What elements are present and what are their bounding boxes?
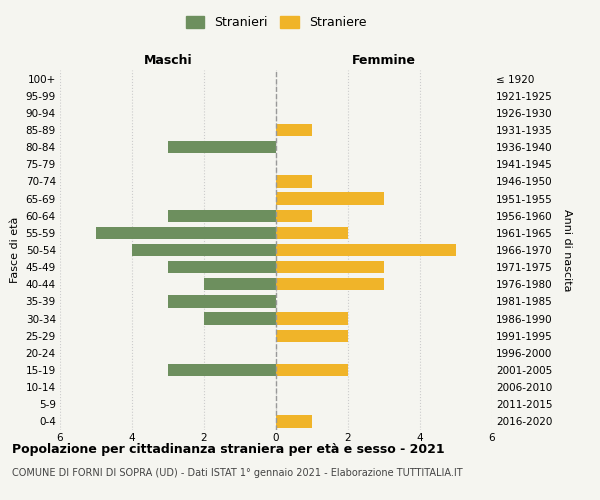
Bar: [96, 226, 276, 239]
Text: Femmine: Femmine: [352, 54, 416, 66]
Legend: Stranieri, Straniere: Stranieri, Straniere: [181, 11, 371, 34]
Bar: [276, 278, 384, 290]
Bar: [276, 312, 348, 324]
Text: Popolazione per cittadinanza straniera per età e sesso - 2021: Popolazione per cittadinanza straniera p…: [12, 442, 445, 456]
Bar: [276, 210, 312, 222]
Bar: [276, 364, 348, 376]
Y-axis label: Anni di nascita: Anni di nascita: [562, 209, 572, 291]
Bar: [204, 278, 276, 290]
Bar: [168, 261, 276, 274]
Bar: [276, 176, 312, 188]
Text: COMUNE DI FORNI DI SOPRA (UD) - Dati ISTAT 1° gennaio 2021 - Elaborazione TUTTIT: COMUNE DI FORNI DI SOPRA (UD) - Dati IST…: [12, 468, 463, 477]
Bar: [132, 244, 276, 256]
Bar: [168, 210, 276, 222]
Bar: [276, 226, 348, 239]
Bar: [276, 124, 312, 136]
Bar: [276, 416, 312, 428]
Y-axis label: Fasce di età: Fasce di età: [10, 217, 20, 283]
Text: Maschi: Maschi: [143, 54, 193, 66]
Bar: [276, 192, 384, 204]
Bar: [276, 330, 348, 342]
Bar: [168, 296, 276, 308]
Bar: [168, 141, 276, 154]
Bar: [204, 312, 276, 324]
Bar: [168, 364, 276, 376]
Bar: [276, 261, 384, 274]
Bar: [276, 244, 456, 256]
